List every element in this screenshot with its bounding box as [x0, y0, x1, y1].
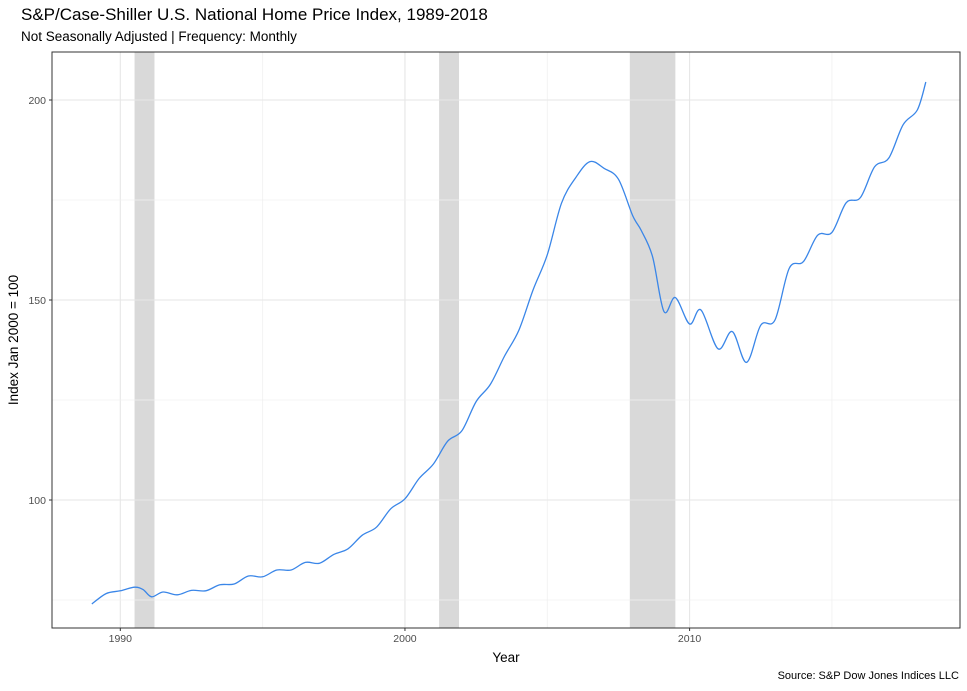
y-tick-label: 150 — [28, 295, 46, 307]
recession-bands — [134, 52, 676, 628]
series-line — [91, 81, 927, 605]
chart-subtitle: Not Seasonally Adjusted | Frequency: Mon… — [21, 29, 297, 44]
y-axis-title: Index Jan 2000 = 100 — [6, 275, 21, 405]
plot-panel-border — [51, 51, 961, 629]
x-tick-label: 2000 — [393, 633, 417, 645]
recession-band — [629, 52, 676, 628]
axis-ticks: 1990 2000 2010 100 150 200 — [28, 95, 701, 645]
x-tick-label: 1990 — [109, 633, 133, 645]
grid-lines — [52, 52, 960, 628]
x-axis-title: Year — [492, 650, 520, 665]
recession-band — [134, 52, 155, 628]
chart-title: S&P/Case-Shiller U.S. National Home Pric… — [21, 5, 488, 24]
recession-band — [439, 52, 460, 628]
y-tick-label: 100 — [28, 495, 46, 507]
x-tick-label: 2010 — [678, 633, 702, 645]
series-layer — [91, 81, 927, 605]
chart-caption: Source: S&P Dow Jones Indices LLC — [777, 670, 959, 682]
y-tick-label: 200 — [28, 95, 46, 107]
